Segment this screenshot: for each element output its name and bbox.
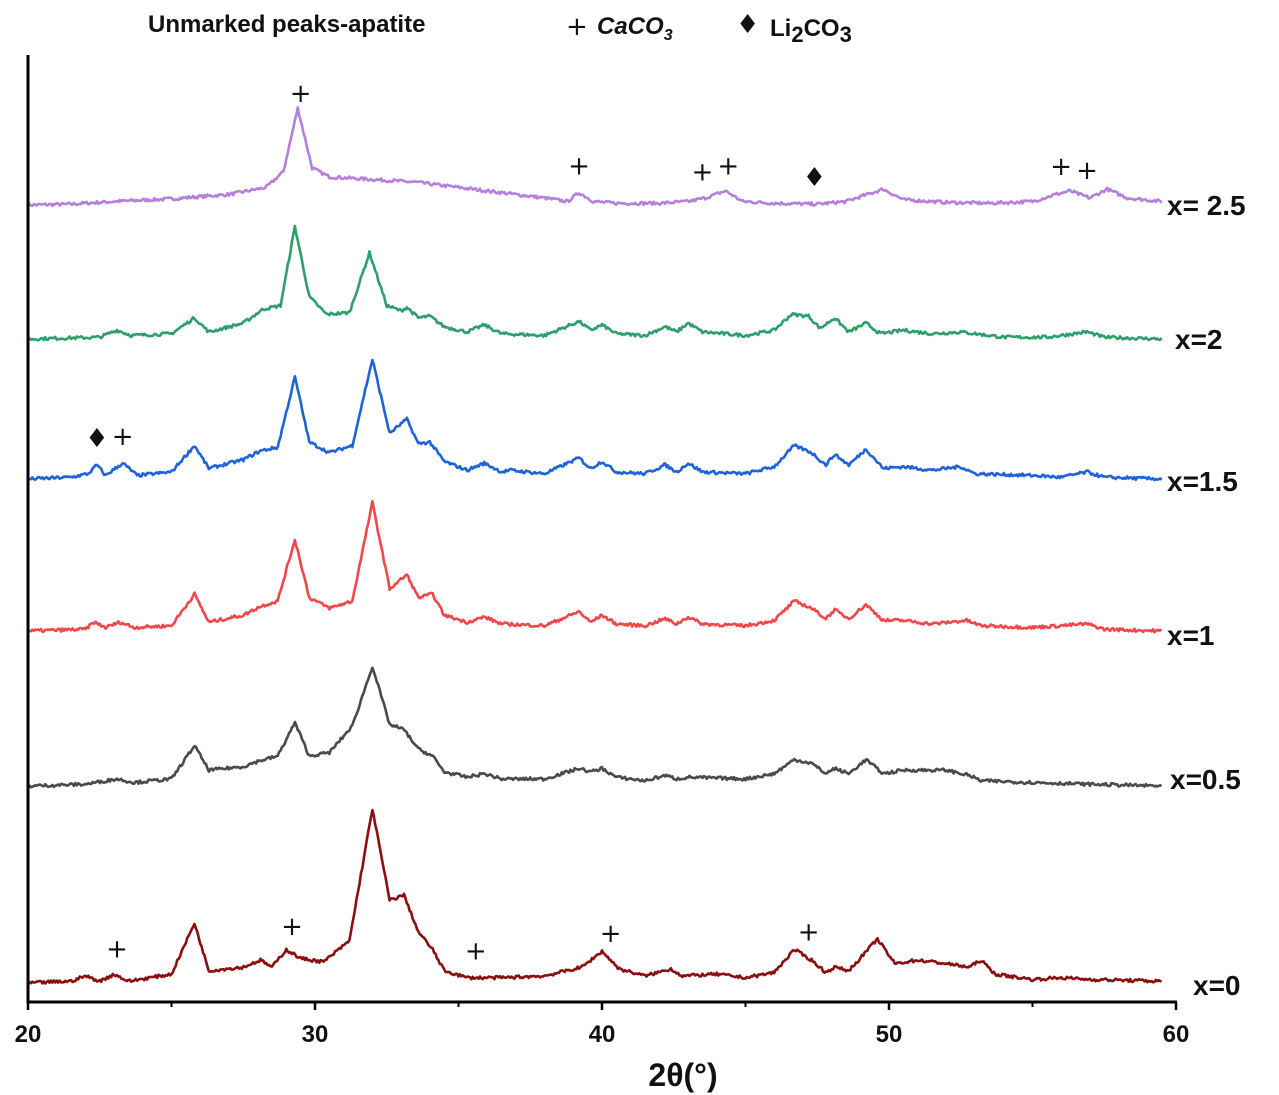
- series-label: x=2: [1175, 324, 1223, 355]
- axes: 20 30 40 50 60: [15, 55, 1190, 1048]
- caco3-peak-marker: +: [1050, 152, 1072, 182]
- caco3-peak-marker: +: [465, 937, 487, 967]
- caco3-peak-marker: +: [568, 152, 590, 182]
- caco3-peak-marker: +: [717, 152, 739, 182]
- x-tick-label: 30: [302, 1021, 329, 1048]
- caco3-peak-marker: +: [106, 935, 128, 965]
- caco3-peak-marker: +: [112, 422, 134, 452]
- x-tick-label: 50: [876, 1021, 903, 1048]
- x-tick-label: 60: [1163, 1021, 1190, 1048]
- peak-marker-layer: ++ + + ♦ + +♦ +++++ +: [85, 79, 1098, 967]
- legend-caco3-symbol: +: [566, 12, 588, 42]
- series-label-layer: x= 2.5 x=2 x=1.5 x=1 x=0.5 x=0: [1167, 190, 1246, 1001]
- series-line: [27, 500, 1163, 634]
- caco3-peak-marker: +: [600, 919, 622, 949]
- series-line: [27, 224, 1163, 342]
- series-line: [27, 358, 1163, 482]
- series-label: x=0: [1193, 970, 1241, 1001]
- legend-li2co3-symbol: ♦: [736, 10, 759, 40]
- series-layer: [26, 106, 1163, 985]
- series-label: x=1: [1167, 620, 1215, 651]
- x-ticks: 20 30 40 50 60: [15, 1002, 1190, 1048]
- caco3-peak-marker: +: [798, 917, 820, 947]
- series-line: [26, 106, 1163, 208]
- x-tick-label: 20: [15, 1021, 42, 1048]
- x-axis-title: 2θ(°): [648, 1057, 717, 1093]
- series-line: [27, 666, 1163, 789]
- series-label: x=0.5: [1170, 764, 1241, 795]
- li2co3-peak-marker: ♦: [803, 163, 826, 193]
- caco3-peak-marker: +: [692, 158, 714, 188]
- x-tick-label: 40: [589, 1021, 616, 1048]
- series-line: [27, 808, 1162, 985]
- caco3-peak-marker: +: [281, 912, 303, 942]
- series-label: x=1.5: [1167, 466, 1238, 497]
- legend-li2co3: Li2CO3: [770, 15, 852, 47]
- legend: Unmarked peaks-apatite + CaCO3 ♦ Li2CO3: [148, 10, 852, 47]
- legend-caco3: CaCO3: [597, 13, 673, 44]
- caco3-peak-marker: +: [1076, 156, 1098, 186]
- li2co3-peak-marker: ♦: [85, 424, 108, 454]
- legend-apatite: Unmarked peaks-apatite: [148, 11, 425, 38]
- caco3-peak-marker: +: [290, 79, 312, 109]
- series-label: x= 2.5: [1167, 190, 1246, 221]
